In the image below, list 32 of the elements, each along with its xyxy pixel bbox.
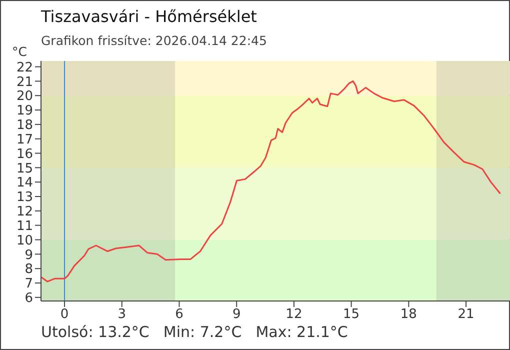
line-series	[41, 80, 501, 282]
y-tick-label: 15	[16, 161, 33, 176]
y-tick-label: 8	[24, 262, 33, 278]
y-tick-label: 6	[24, 291, 33, 306]
x-tick-label: 0	[60, 307, 69, 322]
y-tick-label: 10	[16, 233, 33, 248]
y-tick-label: 11	[16, 218, 33, 234]
chart-subtitle: Grafikon frissítve: 2026.04.14 22:45	[41, 33, 267, 48]
y-tick-label: 16	[16, 146, 33, 162]
x-tick-label: 12	[286, 307, 302, 322]
chart-title: Tiszavasvári - Hőmérséklet	[41, 7, 257, 26]
y-tick-label: 12	[16, 204, 33, 220]
x-tick-label: 3	[118, 307, 126, 322]
y-tick-label: 14	[16, 176, 33, 191]
y-tick-label: 20	[16, 89, 33, 104]
y-tick-label: 21	[16, 74, 33, 90]
x-tick-label: 9	[232, 307, 241, 322]
y-tick-label: 17	[16, 132, 33, 148]
y-axis-title: °C	[12, 44, 27, 59]
y-tick-label: 7	[24, 276, 33, 292]
x-tick-label: 18	[400, 307, 417, 322]
y-tick-label: 9	[24, 248, 33, 263]
x-tick-label: 6	[175, 307, 184, 322]
x-tick-label: 21	[458, 307, 474, 322]
y-tick-label: 18	[16, 118, 33, 134]
text: Max: 21.1°C	[256, 323, 348, 341]
text: Min: 7.2°C	[163, 323, 242, 341]
y-tick-label: 22	[16, 60, 33, 76]
y-tick-label: 19	[16, 104, 33, 119]
x-tick-label: 15	[343, 307, 360, 322]
text: Utolsó: 13.2°C	[41, 323, 150, 341]
y-tick-label: 13	[16, 190, 33, 206]
